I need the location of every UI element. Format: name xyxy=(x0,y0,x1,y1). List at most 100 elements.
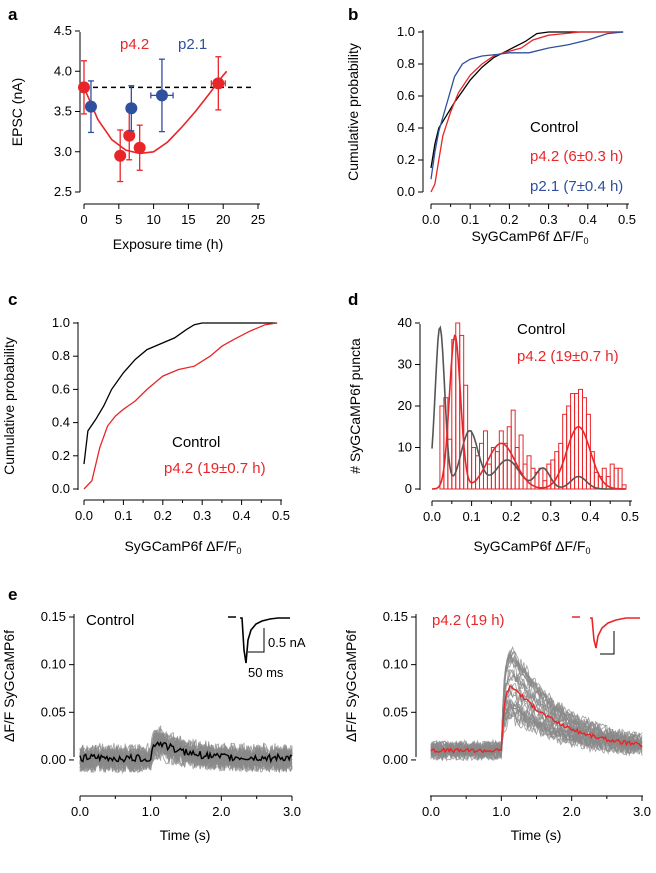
y-tick-label: 1.0 xyxy=(397,24,415,39)
panel-a-points xyxy=(78,56,226,183)
x-tick-label: 0.0 xyxy=(422,804,440,819)
y-tick-label: 0.8 xyxy=(52,348,70,363)
x-tick-label: 0.1 xyxy=(114,508,132,523)
panel-a-label-p21: p2.1 xyxy=(178,36,207,53)
y-tick-label: 0.8 xyxy=(397,56,415,71)
panel-e-left-scale-y: 0.5 nA xyxy=(268,635,306,650)
panel-a-fit-curve xyxy=(83,70,228,155)
x-tick-label: 0.3 xyxy=(193,508,211,523)
y-tick-label: 2.5 xyxy=(54,184,72,199)
panel-a: a 2.5 3.0 3.5 4.0 4.5 0 5 10 15 20 25 EPSC (nA) E… xyxy=(8,5,265,252)
y-tick-label: 3.5 xyxy=(54,104,72,119)
histogram-bar xyxy=(510,409,516,490)
y-tick-label: 0.15 xyxy=(41,609,66,624)
panel-e-right-scale-bar xyxy=(600,631,615,655)
single-trace xyxy=(430,652,643,754)
panel-b-y-ticks: 0.0 0.2 0.4 0.6 0.8 1.0 xyxy=(397,24,423,199)
cumulative-line-p4.2 (6±0.3 h) xyxy=(430,31,624,193)
y-tick-label: 0.00 xyxy=(383,752,408,767)
x-tick-label: 20 xyxy=(216,212,230,227)
x-tick-label: 0.0 xyxy=(75,508,93,523)
x-tick-label: 0.4 xyxy=(581,509,599,524)
y-tick-label: 10 xyxy=(398,440,412,455)
data-point-p4.2 xyxy=(133,141,146,154)
data-point-p2.1 xyxy=(155,89,168,102)
y-tick-label: 0.6 xyxy=(52,381,70,396)
panel-b-x-label-text: SyGCamP6f ΔF/F xyxy=(471,228,583,244)
histogram-bar xyxy=(601,467,607,490)
panel-e-right-x-ticks: 0.0 1.0 2.0 3.0 xyxy=(422,796,651,819)
x-tick-label: 0.1 xyxy=(463,509,481,524)
histogram-bar xyxy=(570,393,576,490)
x-tick-label: 15 xyxy=(181,212,195,227)
panel-c-y-label: Cumulative probability xyxy=(1,337,17,475)
cumulative-line-Control xyxy=(83,322,278,465)
panel-d-x-label: SyGCamP6f ΔF/F0 xyxy=(473,538,590,556)
panel-e-left-x-label: Time (s) xyxy=(160,827,211,843)
y-tick-label: 0.2 xyxy=(397,152,415,167)
panel-b-y-label: Cumulative probability xyxy=(345,43,361,181)
panel-e-right-y-label: ΔF/F SyGCaMP6f xyxy=(343,630,359,742)
panel-e-left-y-label: ΔF/F SyGCaMP6f xyxy=(1,630,17,742)
x-tick-label: 25 xyxy=(251,212,265,227)
x-tick-label: 0.5 xyxy=(618,212,636,227)
y-tick-label: 0.4 xyxy=(52,415,70,430)
panel-e-left-title: Control xyxy=(86,612,134,629)
panel-b-legend-p42: p4.2 (6±0.3 h) xyxy=(530,148,623,165)
panel-d-x-label-text: SyGCamP6f ΔF/F xyxy=(473,538,585,554)
single-trace xyxy=(430,654,643,753)
data-point-p4.2 xyxy=(114,149,127,162)
y-tick-label: 0.0 xyxy=(397,184,415,199)
histogram-bar xyxy=(506,426,512,490)
x-tick-label: 1.0 xyxy=(142,804,160,819)
y-tick-label: 0.10 xyxy=(383,657,408,672)
panel-label-e: e xyxy=(8,585,17,604)
y-tick-label: 0.05 xyxy=(383,704,408,719)
panel-e: e 0.00 0.05 0.10 0.15 0.0 1.0 2.0 3.0 ΔF/F SyG… xyxy=(1,585,651,843)
single-trace xyxy=(79,739,293,772)
panel-e-right-x-label: Time (s) xyxy=(511,827,562,843)
panel-e-left: 0.00 0.05 0.10 0.15 0.0 1.0 2.0 3.0 ΔF/F SyGCa… xyxy=(1,609,306,843)
y-tick-label: 3.0 xyxy=(54,144,72,159)
x-tick-label: 3.0 xyxy=(633,804,651,819)
histogram-bar xyxy=(482,430,488,490)
panel-e-left-mean-trace xyxy=(79,740,293,764)
panel-b: b 0.00.20.40.60.81.0 0.0 0.1 0.2 0.3 0.4 0.5 … xyxy=(345,5,636,246)
y-tick-label: 20 xyxy=(398,398,412,413)
x-tick-label: 0.0 xyxy=(423,509,441,524)
panel-b-lines xyxy=(430,31,624,193)
x-tick-label: 10 xyxy=(146,212,160,227)
histogram-bar xyxy=(498,430,504,490)
y-tick-label: 0.0 xyxy=(52,481,70,496)
panel-e-left-scale-bar xyxy=(248,628,265,653)
panel-d-x-ticks: 0.0 0.1 0.2 0.3 0.4 0.5 xyxy=(423,501,639,524)
histogram-bar xyxy=(578,388,583,490)
x-tick-label: 0.3 xyxy=(542,509,560,524)
panel-e-right-y-ticks: 0.00 0.05 0.10 0.15 xyxy=(383,609,416,767)
data-point-p4.2 xyxy=(123,129,136,142)
panel-c-legend-control: Control xyxy=(172,434,220,451)
panel-b-x-ticks: 0.0 0.1 0.2 0.3 0.4 0.5 xyxy=(422,204,636,227)
y-tick-label: 0.00 xyxy=(41,752,66,767)
x-tick-label: 0.2 xyxy=(154,508,172,523)
data-point-p4.2 xyxy=(78,81,90,94)
y-tick-label: 0.6 xyxy=(397,88,415,103)
panel-e-right-title: p4.2 (19 h) xyxy=(432,612,505,629)
histogram-bar xyxy=(609,463,615,490)
y-tick-label: 30 xyxy=(398,357,412,372)
panel-d-legend-control: Control xyxy=(517,321,565,338)
histogram-bar xyxy=(475,455,481,490)
panel-d-y-ticks: 0 10 20 30 40 xyxy=(398,315,420,496)
panel-a-y-ticks: 2.5 3.0 3.5 4.0 4.5 xyxy=(54,23,80,199)
x-tick-label: 3.0 xyxy=(283,804,301,819)
x-tick-label: 5 xyxy=(115,212,122,227)
histogram-bar xyxy=(617,467,623,490)
panel-d-legend-p42: p4.2 (19±0.7 h) xyxy=(517,348,619,365)
panel-c: c 0.00.20.40.60.81.0 0.0 0.1 0.2 0.3 0.4 0.5 … xyxy=(1,290,290,556)
histogram-bar xyxy=(593,471,599,490)
panel-c-y-ticks: 0.0 0.2 0.4 0.6 0.8 1.0 xyxy=(52,315,78,496)
histogram-bar xyxy=(613,467,619,490)
panel-c-x-ticks: 0.0 0.1 0.2 0.3 0.4 0.5 xyxy=(75,500,290,523)
panel-d-fit-p42 xyxy=(431,334,626,490)
panel-c-lines xyxy=(83,322,278,490)
